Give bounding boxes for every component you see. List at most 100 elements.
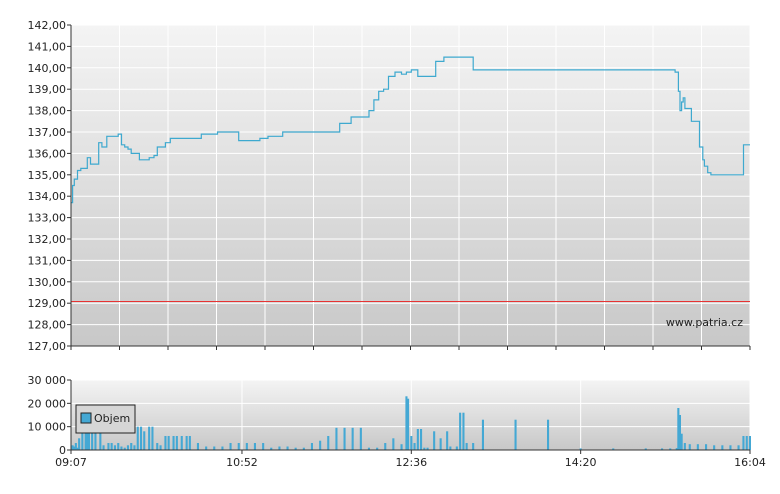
volume-bar: [359, 427, 362, 450]
volume-bar: [661, 448, 664, 450]
volume-bar: [462, 412, 465, 450]
volume-bar: [310, 443, 313, 450]
volume-bar: [286, 446, 289, 450]
volume-bar: [343, 427, 346, 450]
volume-bar: [76, 447, 79, 450]
volume-bar: [683, 443, 686, 450]
price-y-tick-label: 132,00: [28, 233, 67, 246]
volume-bar: [221, 446, 224, 450]
volume-bar: [253, 443, 256, 450]
volume-bar: [133, 445, 136, 450]
volume-bar: [459, 412, 462, 450]
volume-bar: [612, 448, 615, 450]
x-tick-label: 09:07: [55, 456, 87, 469]
volume-bar: [110, 443, 113, 450]
price-y-tick-label: 140,00: [28, 62, 67, 75]
volume-bar: [688, 444, 691, 450]
volume-bar: [143, 431, 146, 450]
volume-bar: [213, 446, 216, 450]
volume-bar: [302, 447, 305, 450]
price-y-tick-label: 134,00: [28, 190, 67, 203]
volume-bar: [748, 436, 751, 450]
volume-bar: [713, 445, 716, 450]
volume-bar: [130, 443, 133, 450]
volume-bar: [262, 443, 265, 450]
volume-bar: [481, 419, 484, 450]
price-y-tick-label: 141,00: [28, 40, 67, 53]
price-y-tick-label: 136,00: [28, 147, 67, 160]
volume-bar: [433, 431, 436, 450]
volume-bar: [159, 445, 162, 450]
volume-bar: [156, 443, 159, 450]
volume-y-tick-label: 20 000: [28, 397, 67, 410]
volume-bar: [84, 426, 87, 450]
price-y-tick-label: 128,00: [28, 319, 67, 332]
volume-y-axis: 0 10 000 20 000 30 000: [28, 374, 71, 457]
volume-bar: [547, 419, 550, 450]
volume-bar: [237, 443, 240, 450]
volume-bar: [278, 446, 281, 450]
price-y-tick-label: 142,00: [28, 19, 67, 32]
volume-bar: [151, 426, 154, 450]
volume-bar: [423, 447, 426, 450]
volume-bar: [113, 445, 116, 450]
volume-bar: [465, 443, 468, 450]
volume-bar: [319, 440, 322, 450]
volume-bar: [185, 436, 188, 450]
volume-bar: [107, 443, 110, 450]
price-y-tick-label: 130,00: [28, 276, 67, 289]
volume-bar: [120, 446, 123, 450]
volume-bar: [74, 443, 77, 450]
volume-bar: [410, 436, 413, 450]
x-tick-label: 14:20: [565, 456, 597, 469]
volume-bar: [721, 445, 724, 450]
volume-bar: [294, 447, 297, 450]
price-y-tick-label: 135,00: [28, 169, 67, 182]
volume-bar: [737, 445, 740, 450]
volume-bar: [81, 422, 84, 450]
volume-bar: [188, 436, 191, 450]
watermark-text: www.patria.cz: [666, 316, 743, 329]
volume-bar: [205, 446, 208, 450]
volume-legend: Objem: [75, 404, 136, 434]
volume-y-tick-label: 0: [59, 444, 66, 457]
volume-bar: [196, 443, 199, 450]
volume-bar: [229, 443, 232, 450]
volume-bar: [140, 426, 143, 450]
volume-bar: [405, 396, 408, 450]
volume-bar: [73, 446, 76, 450]
volume-bar: [579, 448, 582, 450]
price-y-tick-label: 139,00: [28, 83, 67, 96]
volume-bar: [696, 444, 699, 450]
price-y-tick-label: 138,00: [28, 105, 67, 118]
volume-bar: [126, 445, 129, 450]
volume-bar: [449, 446, 452, 450]
volume-bars: [71, 396, 751, 450]
volume-bar: [167, 436, 170, 450]
price-y-tick-label: 129,00: [28, 297, 67, 310]
x-tick-label: 12:36: [395, 456, 427, 469]
volume-y-tick-label: 30 000: [28, 374, 67, 387]
volume-bar: [669, 448, 672, 450]
volume-bar: [644, 448, 647, 450]
volume-y-tick-label: 10 000: [28, 421, 67, 434]
volume-bar: [376, 447, 379, 450]
volume-bar: [327, 436, 330, 450]
volume-bar: [677, 408, 680, 450]
volume-bar: [71, 445, 74, 450]
volume-bar: [351, 427, 354, 450]
volume-bar: [117, 443, 120, 450]
volume-bar: [94, 429, 97, 450]
legend-swatch: [80, 412, 92, 424]
volume-bar: [245, 443, 248, 450]
volume-bar: [413, 443, 416, 450]
volume-bar: [86, 427, 89, 450]
price-y-tick-label: 131,00: [28, 254, 67, 267]
volume-bar: [87, 424, 90, 450]
volume-bar: [384, 443, 387, 450]
price-y-axis: 127,00 128,00 129,00 130,00 131,00 132,00 133,…: [28, 19, 71, 353]
x-tick-label: 10:52: [226, 456, 258, 469]
legend-label: Objem: [94, 412, 130, 425]
price-y-tick-label: 127,00: [28, 340, 67, 353]
